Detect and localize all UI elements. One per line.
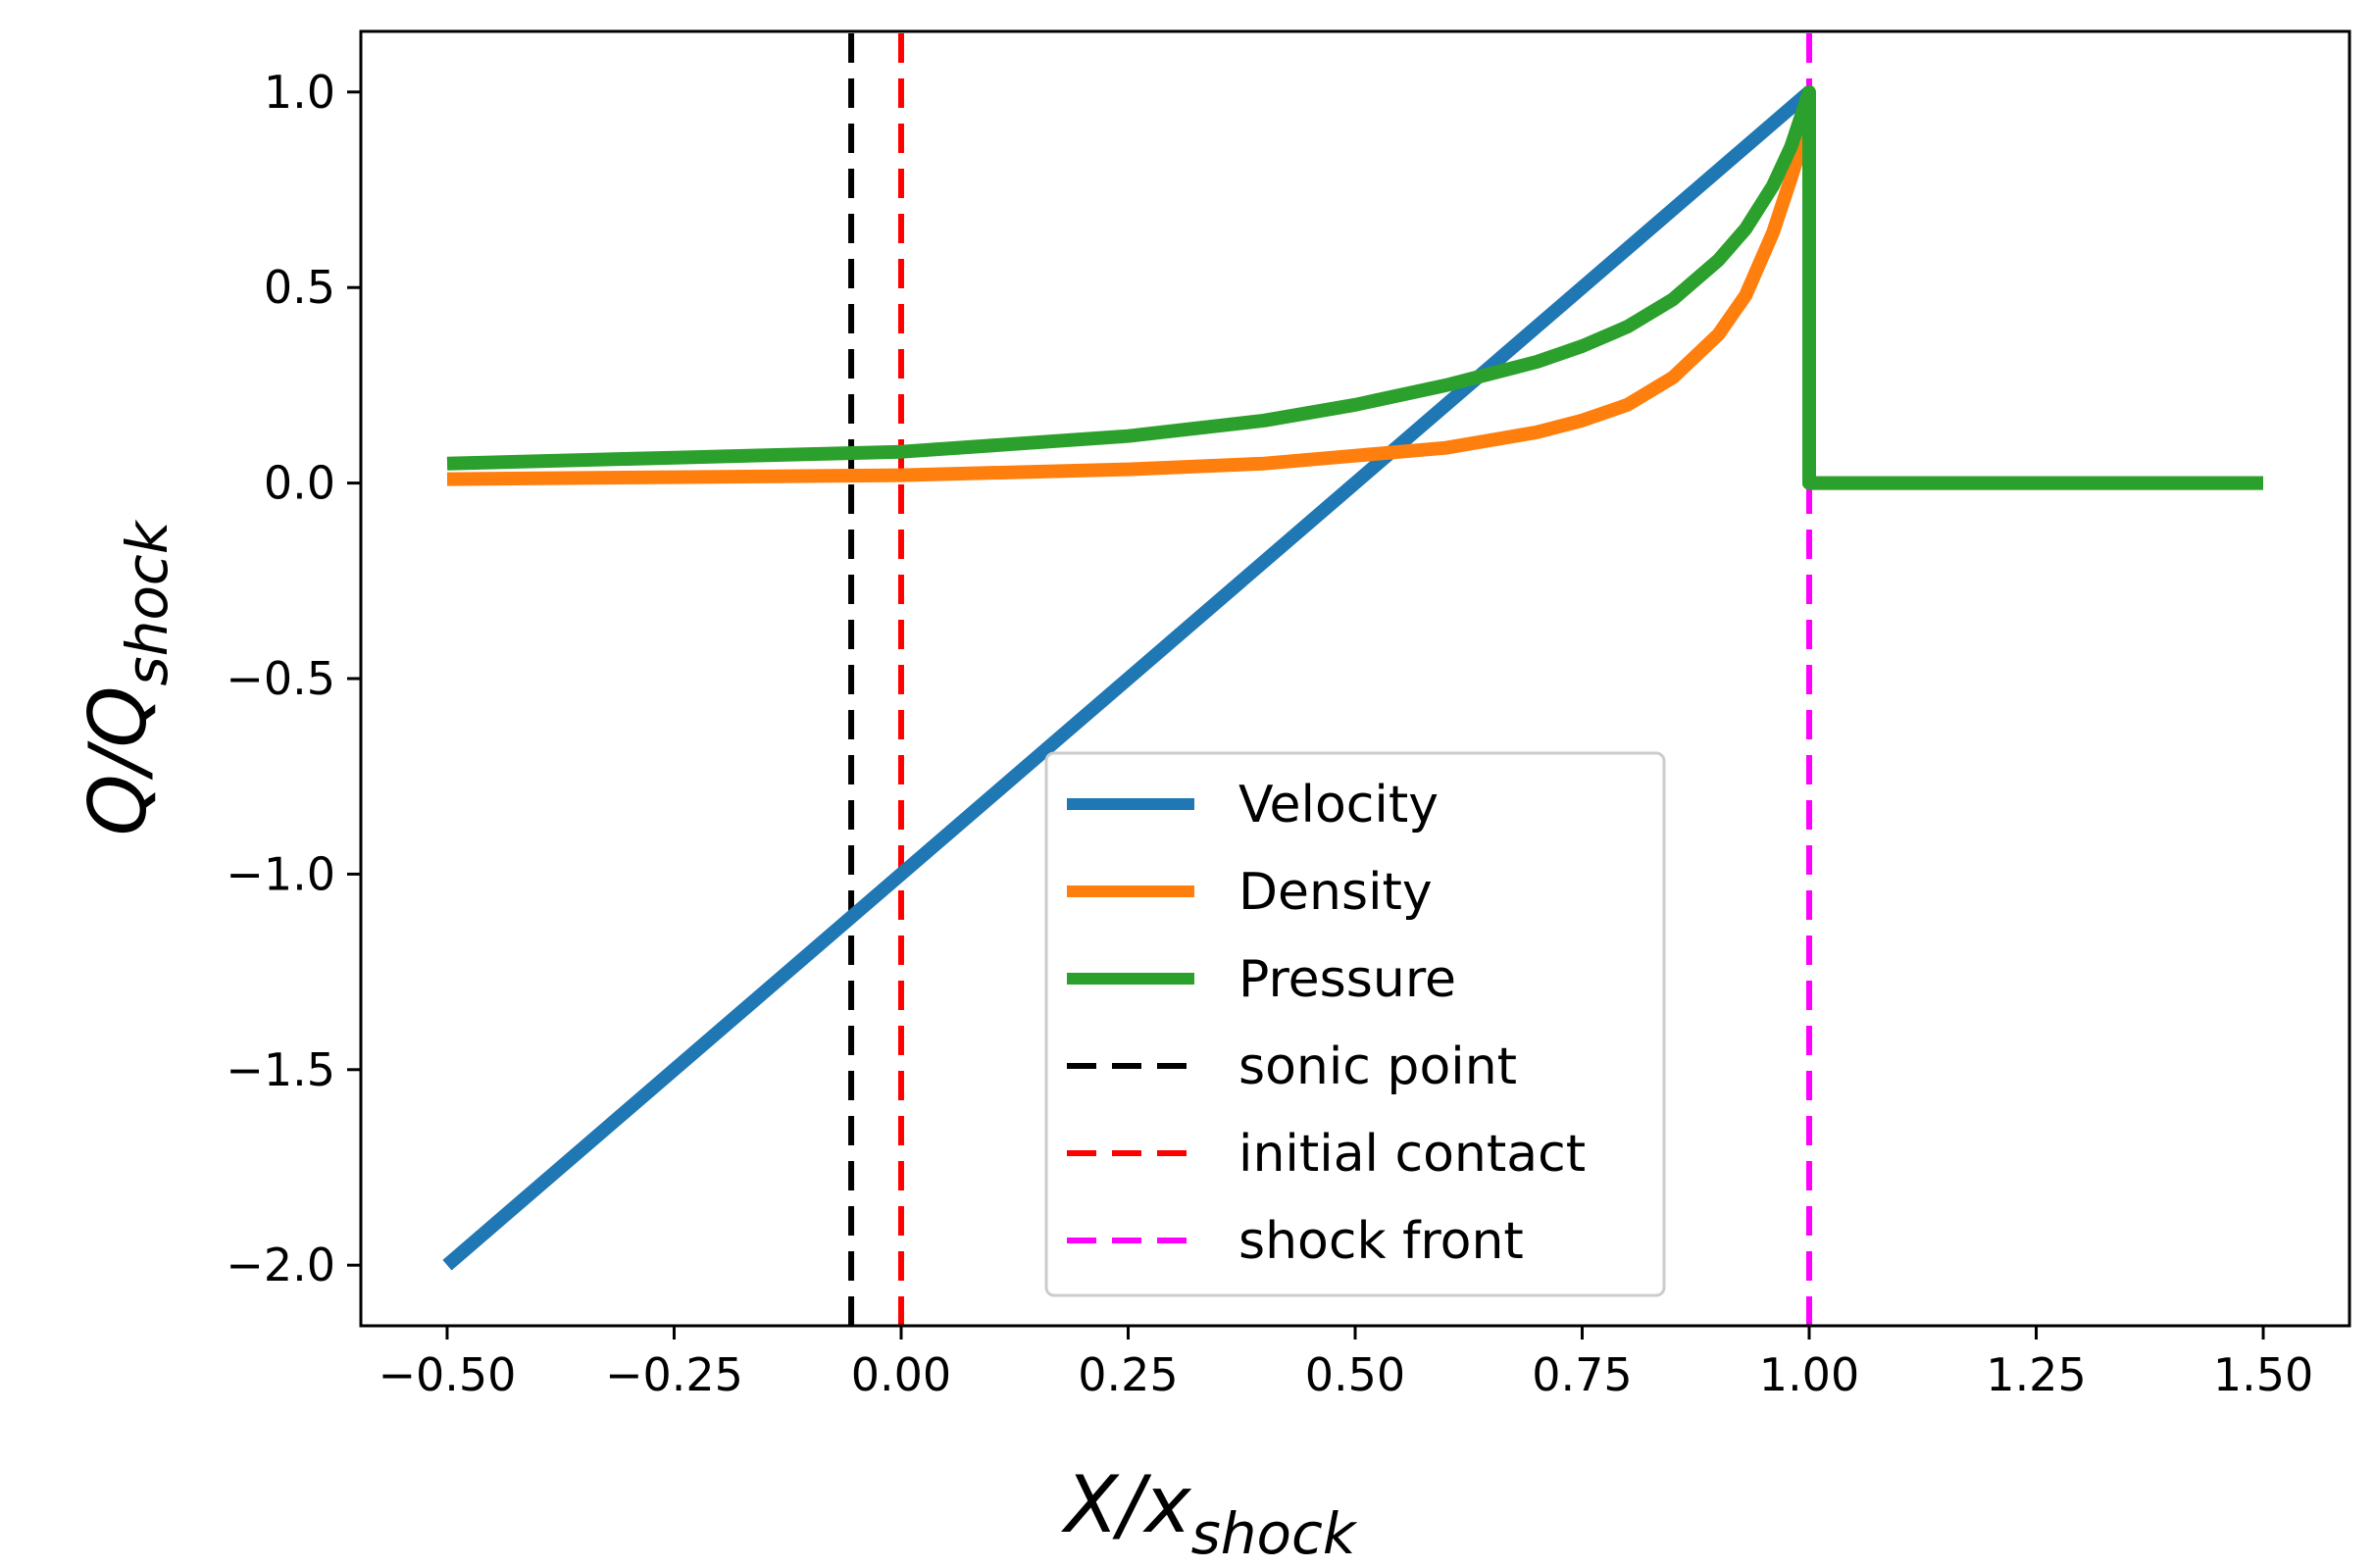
y-axis: 1.0 0.5 0.0 −0.5 −1.0 −1.5 −2.0 — [226, 66, 361, 1291]
legend-label-shock-front: shock front — [1238, 1212, 1524, 1271]
x-tick-label: 0.75 — [1532, 1348, 1632, 1401]
legend-label-density: Density — [1238, 863, 1433, 922]
y-tick-label: −0.5 — [226, 652, 335, 705]
legend-label-initial-contact: initial contact — [1238, 1125, 1586, 1184]
y-tick-label: −1.0 — [226, 847, 335, 900]
legend: Velocity Density Pressure sonic point in… — [1044, 751, 1666, 1297]
x-tick-label: 1.50 — [2213, 1348, 2313, 1401]
x-axis-label-main: X/x — [1060, 1459, 1192, 1550]
x-tick-label: −0.50 — [378, 1348, 516, 1401]
y-tick-label: −1.5 — [226, 1043, 335, 1096]
x-tick-label: 0.00 — [851, 1348, 951, 1401]
legend-label-sonic-point: sonic point — [1238, 1037, 1517, 1096]
legend-label-velocity: Velocity — [1238, 776, 1439, 835]
x-tick-label: 0.50 — [1305, 1348, 1405, 1401]
y-axis-label-sub: shock — [114, 519, 180, 685]
series-line-velocity — [442, 86, 1814, 1271]
x-tick-label: 1.00 — [1759, 1348, 1859, 1401]
y-axis-label-main: Q/Q — [73, 686, 164, 836]
y-tick-label: 0.5 — [264, 261, 335, 314]
x-axis-label: X/xshock — [1060, 1459, 1357, 1567]
series-layer — [442, 31, 2263, 1326]
y-axis-label: Q/Qshock — [73, 519, 180, 835]
x-axis: −0.50 −0.25 0.00 0.25 0.50 0.75 1.00 1.25 1.50 — [378, 1326, 2313, 1401]
x-tick-label: −0.25 — [605, 1348, 743, 1401]
x-tick-label: 0.25 — [1078, 1348, 1178, 1401]
x-axis-label-sub: shock — [1191, 1500, 1358, 1567]
y-tick-label: 0.0 — [264, 457, 335, 510]
legend-label-pressure: Pressure — [1238, 950, 1456, 1009]
x-tick-label: 1.25 — [1986, 1348, 2086, 1401]
series-line-pressure — [446, 84, 2263, 490]
legend-box — [1044, 751, 1666, 1297]
y-tick-label: −2.0 — [226, 1239, 335, 1291]
y-tick-label: 1.0 — [264, 66, 335, 119]
series-line-density — [446, 112, 2263, 490]
